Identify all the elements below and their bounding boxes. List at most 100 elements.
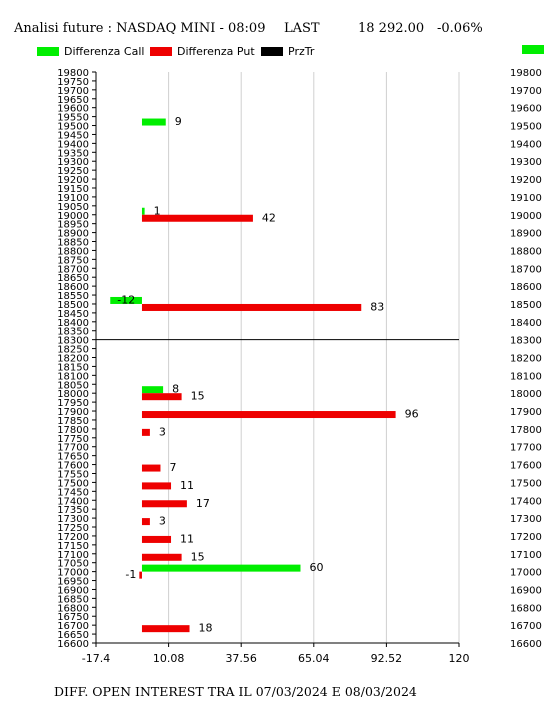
y-tick-label: 19100 (57, 193, 89, 204)
y-tick-label-right: 18000 (510, 389, 542, 400)
y-tick-label: 16650 (57, 630, 89, 641)
y-tick-label: 17500 (57, 478, 89, 489)
y-tick-label: 18100 (57, 371, 89, 382)
y-tick-label: 18500 (57, 300, 89, 311)
y-tick-label-right: 18900 (510, 229, 542, 240)
call-bar (141, 386, 164, 394)
put-bar-label: 96 (405, 408, 419, 421)
put-bar (139, 571, 142, 579)
y-tick-label-right: 19600 (510, 104, 542, 115)
y-tick-label-right: 17700 (510, 443, 542, 454)
y-tick-label: 17750 (57, 434, 89, 445)
call-bar (141, 207, 145, 215)
put-bar (141, 500, 187, 508)
y-tick-label: 18250 (57, 345, 89, 356)
y-tick-label: 18600 (57, 282, 89, 293)
y-tick-label: 17000 (57, 568, 89, 579)
put-bar (141, 393, 182, 401)
y-tick-label-right: 19100 (510, 193, 542, 204)
y-tick-label: 17150 (57, 541, 89, 552)
y-tick-label: 19350 (57, 148, 89, 159)
y-tick-label-right: 16600 (510, 639, 542, 650)
x-tick-label: 92.52 (371, 652, 403, 665)
y-tick-label: 19600 (57, 104, 89, 115)
legend-item-put: Differenza Put (150, 45, 255, 58)
y-tick-label: 18800 (57, 246, 89, 257)
y-tick-label: 17450 (57, 487, 89, 498)
call-bar (141, 564, 301, 572)
y-tick-label: 18550 (57, 291, 89, 302)
y-tick-label: 16800 (57, 603, 89, 614)
y-tick-label-right: 19200 (510, 175, 542, 186)
page-title: Analisi future : NASDAQ MINI - 08:09 (14, 21, 266, 36)
put-bar-label: 11 (180, 532, 194, 545)
put-bar-label: 42 (262, 211, 276, 224)
y-tick-label: 19050 (57, 202, 89, 213)
y-tick-label: 19400 (57, 139, 89, 150)
legend-swatch-przTr (261, 47, 283, 56)
y-tick-label-right: 16900 (510, 585, 542, 596)
y-tick-label: 16900 (57, 585, 89, 596)
y-tick-label: 19550 (57, 113, 89, 124)
put-bar (141, 535, 172, 543)
y-tick-label-right: 18400 (510, 318, 542, 329)
y-tick-label: 16600 (57, 639, 89, 650)
y-tick-label-right: 19800 (510, 68, 542, 79)
x-tick-label: 37.56 (225, 652, 257, 665)
put-bar-label: 17 (196, 497, 210, 510)
y-tick-label: 16950 (57, 577, 89, 588)
legend: Differenza Call Differenza Put PrzTr (0, 45, 544, 61)
y-tick-label-right: 18700 (510, 264, 542, 275)
y-tick-label: 17950 (57, 398, 89, 409)
put-bar-label: 3 (159, 515, 166, 528)
y-tick-label: 18200 (57, 354, 89, 365)
y-tick-label: 19150 (57, 184, 89, 195)
y-tick-label-right: 19000 (510, 211, 542, 222)
put-bar (141, 411, 396, 419)
y-tick-label: 17100 (57, 550, 89, 561)
y-tick-label: 17400 (57, 496, 89, 507)
put-bar-label: 7 (169, 461, 176, 474)
y-tick-label: 17700 (57, 443, 89, 454)
y-tick-label: 18750 (57, 255, 89, 266)
y-tick-label-right: 17400 (510, 496, 542, 507)
y-tick-label: 19000 (57, 211, 89, 222)
y-tick-label: 19700 (57, 86, 89, 97)
y-tick-label: 18300 (57, 336, 89, 347)
y-tick-label: 16850 (57, 594, 89, 605)
put-bar-label: 3 (159, 425, 166, 438)
put-bar-label: 11 (180, 479, 194, 492)
put-bar (141, 428, 150, 436)
put-bar (141, 214, 253, 222)
put-bar-label: 15 (191, 390, 205, 403)
call-bar-label: 60 (309, 561, 323, 574)
legend-item-call-clipped (522, 45, 544, 54)
call-bar-label: -12 (117, 293, 135, 306)
y-tick-label-right: 19500 (510, 122, 542, 133)
y-tick-label-right: 19700 (510, 86, 542, 97)
legend-label-przTr: PrzTr (288, 45, 315, 58)
y-tick-label-right: 19300 (510, 157, 542, 168)
y-tick-label: 18850 (57, 238, 89, 249)
put-bar (141, 303, 362, 311)
y-tick-label: 19500 (57, 122, 89, 133)
y-tick-label: 19300 (57, 157, 89, 168)
y-tick-label-right: 18300 (510, 336, 542, 347)
put-bar-label: 18 (199, 622, 213, 635)
y-tick-label-right: 17900 (510, 407, 542, 418)
y-tick-label-right: 18800 (510, 246, 542, 257)
y-tick-label: 18000 (57, 389, 89, 400)
y-tick-label: 17550 (57, 469, 89, 480)
x-tick-label: 65.04 (298, 652, 330, 665)
y-tick-label-right: 16800 (510, 603, 542, 614)
put-bar (141, 625, 190, 633)
y-tick-label: 19750 (57, 77, 89, 88)
legend-label-call: Differenza Call (64, 45, 145, 58)
x-tick-label: 10.08 (153, 652, 185, 665)
y-tick-label: 17250 (57, 523, 89, 534)
y-tick-label: 18700 (57, 264, 89, 275)
legend-swatch-put (150, 47, 172, 56)
y-tick-label-right: 17100 (510, 550, 542, 561)
y-tick-label-right: 17500 (510, 478, 542, 489)
legend-item-przTr: PrzTr (261, 45, 314, 58)
